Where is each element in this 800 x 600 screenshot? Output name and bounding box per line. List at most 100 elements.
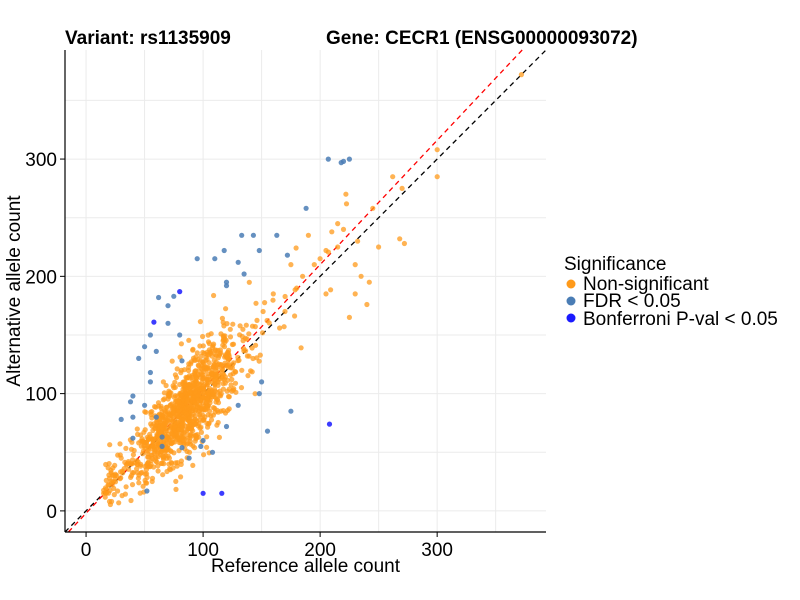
- data-point-non-significant: [293, 245, 299, 251]
- data-point-non-significant: [225, 355, 231, 361]
- data-point-non-significant: [107, 442, 113, 448]
- legend-label-non-significant: Non-significant: [583, 274, 709, 295]
- data-point-non-significant: [117, 441, 123, 447]
- data-point-bonferroni-p-val-0-05: [177, 289, 183, 295]
- data-point-non-significant: [173, 478, 179, 484]
- data-point-non-significant: [161, 461, 167, 467]
- data-point-non-significant: [192, 372, 198, 378]
- data-point-non-significant: [434, 174, 440, 180]
- data-point-non-significant: [228, 382, 234, 388]
- data-point-non-significant: [323, 291, 329, 297]
- data-point-non-significant: [227, 334, 234, 340]
- data-point-non-significant: [188, 426, 194, 433]
- data-point-non-significant: [180, 430, 186, 436]
- y-tick-label: 300: [25, 150, 57, 171]
- data-point-fdr-0-05: [179, 358, 185, 364]
- chart-title-gene: Gene: CECR1 (ENSG00000093072): [326, 28, 638, 49]
- data-point-fdr-0-05: [194, 256, 200, 262]
- data-point-fdr-0-05: [153, 414, 159, 420]
- data-point-non-significant: [105, 490, 112, 496]
- data-point-fdr-0-05: [235, 259, 241, 265]
- data-point-non-significant: [197, 389, 203, 395]
- data-point-non-significant: [148, 409, 154, 415]
- x-tick-label: 0: [81, 540, 92, 561]
- data-point-non-significant: [253, 300, 259, 306]
- data-point-non-significant: [249, 345, 255, 351]
- data-point-non-significant: [115, 452, 121, 458]
- data-point-fdr-0-05: [159, 443, 165, 449]
- data-point-non-significant: [221, 344, 228, 350]
- data-point-non-significant: [340, 226, 347, 232]
- data-point-non-significant: [401, 240, 407, 247]
- data-point-non-significant: [144, 480, 150, 486]
- data-point-non-significant: [224, 321, 230, 327]
- data-point-non-significant: [238, 385, 245, 391]
- data-point-non-significant: [518, 72, 525, 78]
- data-point-non-significant: [142, 409, 148, 415]
- data-point-non-significant: [298, 345, 304, 351]
- data-point-non-significant: [352, 291, 358, 297]
- data-point-non-significant: [317, 256, 323, 262]
- data-point-non-significant: [129, 439, 135, 445]
- data-point-fdr-0-05: [147, 379, 153, 385]
- data-point-non-significant: [282, 308, 288, 315]
- y-tick-label: 200: [25, 267, 57, 288]
- data-point-non-significant: [237, 323, 243, 329]
- legend-title: Significance: [564, 254, 666, 275]
- data-point-non-significant: [250, 355, 256, 362]
- data-point-non-significant: [397, 236, 403, 242]
- data-point-non-significant: [230, 362, 236, 368]
- data-point-fdr-0-05: [250, 232, 256, 238]
- data-point-non-significant: [230, 321, 236, 327]
- data-point-non-significant: [183, 411, 190, 417]
- x-tick-label: 100: [187, 540, 219, 561]
- data-point-fdr-0-05: [223, 283, 230, 289]
- data-point-non-significant: [240, 326, 246, 332]
- data-point-non-significant: [153, 404, 159, 410]
- data-point-non-significant: [200, 333, 206, 340]
- data-point-non-significant: [217, 351, 223, 357]
- data-point-non-significant: [128, 446, 135, 452]
- data-point-non-significant: [215, 400, 222, 406]
- data-point-non-significant: [178, 474, 184, 480]
- data-point-non-significant: [178, 461, 184, 467]
- data-point-non-significant: [200, 385, 207, 391]
- data-point-non-significant: [115, 488, 121, 494]
- data-point-non-significant: [195, 368, 201, 374]
- data-point-non-significant: [203, 377, 209, 383]
- data-point-fdr-0-05: [274, 232, 280, 238]
- data-point-non-significant: [281, 324, 287, 330]
- data-point-non-significant: [108, 478, 114, 484]
- data-point-non-significant: [160, 453, 166, 459]
- chart-title-variant: Variant: rs1135909: [65, 28, 231, 49]
- data-point-non-significant: [180, 435, 186, 441]
- data-point-fdr-0-05: [212, 256, 218, 262]
- data-point-non-significant: [185, 364, 192, 370]
- data-point-non-significant: [211, 357, 217, 363]
- data-point-non-significant: [203, 365, 209, 371]
- data-point-non-significant: [212, 351, 218, 357]
- data-point-fdr-0-05: [165, 303, 171, 309]
- data-point-non-significant: [190, 347, 196, 353]
- data-point-non-significant: [211, 292, 217, 299]
- data-point-non-significant: [141, 429, 147, 435]
- data-point-non-significant: [270, 297, 276, 303]
- data-point-non-significant: [142, 463, 148, 469]
- data-points: [101, 72, 525, 508]
- data-point-non-significant: [355, 238, 361, 244]
- data-point-non-significant: [121, 466, 127, 472]
- data-point-non-significant: [288, 262, 294, 268]
- data-point-fdr-0-05: [288, 408, 294, 414]
- data-point-non-significant: [323, 247, 329, 254]
- data-point-non-significant: [370, 205, 376, 211]
- x-tick-label: 200: [304, 540, 336, 561]
- data-point-fdr-0-05: [241, 271, 247, 277]
- data-point-non-significant: [119, 493, 125, 499]
- data-point-non-significant: [253, 342, 259, 348]
- data-point-fdr-0-05: [159, 434, 165, 440]
- legend-key-bonferroni: [566, 313, 576, 323]
- data-point-non-significant: [300, 273, 306, 279]
- data-point-non-significant: [108, 467, 114, 474]
- data-point-non-significant: [160, 379, 166, 385]
